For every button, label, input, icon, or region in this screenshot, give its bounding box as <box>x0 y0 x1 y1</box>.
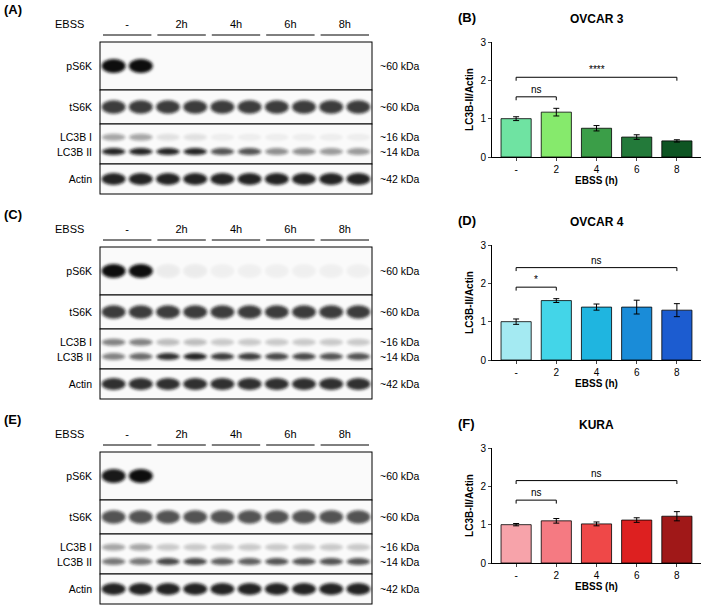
svg-text:~16 kDa: ~16 kDa <box>380 336 420 348</box>
svg-text:4: 4 <box>594 164 600 175</box>
svg-text:ns: ns <box>591 468 602 479</box>
svg-text:EBSS: EBSS <box>55 18 84 30</box>
svg-text:*: * <box>534 274 538 285</box>
svg-text:Actin: Actin <box>69 173 93 185</box>
svg-text:EBSS (h): EBSS (h) <box>575 378 618 389</box>
svg-text:6: 6 <box>634 164 640 175</box>
svg-text:-: - <box>125 18 129 30</box>
svg-text:0: 0 <box>480 355 486 366</box>
svg-text:6: 6 <box>634 570 640 581</box>
svg-text:ns: ns <box>591 255 602 266</box>
svg-text:2: 2 <box>554 164 560 175</box>
svg-text:~14 kDa: ~14 kDa <box>380 146 420 158</box>
svg-text:2h: 2h <box>175 428 187 440</box>
svg-text:-: - <box>514 570 517 581</box>
svg-text:tS6K: tS6K <box>69 306 92 318</box>
svg-text:8h: 8h <box>339 223 351 235</box>
svg-text:4h: 4h <box>230 223 242 235</box>
svg-text:LC3B-II/Actin: LC3B-II/Actin <box>464 271 475 334</box>
svg-text:Actin: Actin <box>69 583 93 595</box>
svg-text:(B): (B) <box>458 10 476 25</box>
svg-text:2: 2 <box>554 570 560 581</box>
svg-text:KURA: KURA <box>579 418 614 432</box>
svg-text:tS6K: tS6K <box>69 511 92 523</box>
svg-text:8h: 8h <box>339 428 351 440</box>
svg-text:~42 kDa: ~42 kDa <box>380 173 420 185</box>
svg-text:ns: ns <box>531 487 542 498</box>
svg-text:~60 kDa: ~60 kDa <box>380 511 420 523</box>
svg-text:pS6K: pS6K <box>66 60 92 72</box>
svg-text:ns: ns <box>531 84 542 95</box>
svg-text:(C): (C) <box>4 207 22 222</box>
svg-text:LC3B I: LC3B I <box>60 131 92 143</box>
svg-text:EBSS: EBSS <box>55 223 84 235</box>
svg-text:LC3B-II/Actin: LC3B-II/Actin <box>464 474 475 537</box>
svg-text:6h: 6h <box>284 18 296 30</box>
svg-text:4: 4 <box>594 367 600 378</box>
svg-text:(E): (E) <box>4 412 21 427</box>
svg-text:1: 1 <box>480 113 486 124</box>
svg-text:~60 kDa: ~60 kDa <box>380 470 420 482</box>
svg-text:Actin: Actin <box>69 378 93 390</box>
svg-text:(F): (F) <box>458 416 475 431</box>
svg-text:~14 kDa: ~14 kDa <box>380 351 420 363</box>
svg-text:~42 kDa: ~42 kDa <box>380 583 420 595</box>
svg-text:(D): (D) <box>458 213 476 228</box>
svg-text:2h: 2h <box>175 18 187 30</box>
svg-text:3: 3 <box>480 443 486 454</box>
svg-text:~60 kDa: ~60 kDa <box>380 306 420 318</box>
svg-text:2: 2 <box>480 75 486 86</box>
svg-text:6h: 6h <box>284 223 296 235</box>
svg-text:3: 3 <box>480 37 486 48</box>
svg-text:2h: 2h <box>175 223 187 235</box>
svg-text:tS6K: tS6K <box>69 101 92 113</box>
svg-text:****: **** <box>589 64 605 75</box>
svg-text:2: 2 <box>554 367 560 378</box>
svg-text:~60 kDa: ~60 kDa <box>380 265 420 277</box>
svg-text:LC3B I: LC3B I <box>60 541 92 553</box>
svg-text:-: - <box>514 164 517 175</box>
svg-text:6h: 6h <box>284 428 296 440</box>
svg-text:-: - <box>125 223 129 235</box>
svg-text:8: 8 <box>674 164 680 175</box>
svg-text:LC3B I: LC3B I <box>60 336 92 348</box>
svg-text:LC3B II: LC3B II <box>57 146 92 158</box>
svg-text:pS6K: pS6K <box>66 470 92 482</box>
svg-text:~60 kDa: ~60 kDa <box>380 101 420 113</box>
svg-text:EBSS (h): EBSS (h) <box>575 581 618 592</box>
svg-text:~60 kDa: ~60 kDa <box>380 60 420 72</box>
svg-text:3: 3 <box>480 240 486 251</box>
svg-text:~42 kDa: ~42 kDa <box>380 378 420 390</box>
svg-text:-: - <box>125 428 129 440</box>
svg-text:LC3B II: LC3B II <box>57 556 92 568</box>
svg-text:LC3B-II/Actin: LC3B-II/Actin <box>464 68 475 131</box>
svg-text:~16 kDa: ~16 kDa <box>380 541 420 553</box>
svg-text:pS6K: pS6K <box>66 265 92 277</box>
svg-text:2: 2 <box>480 481 486 492</box>
svg-text:~16 kDa: ~16 kDa <box>380 131 420 143</box>
svg-text:8: 8 <box>674 570 680 581</box>
svg-text:2: 2 <box>480 278 486 289</box>
svg-text:1: 1 <box>480 519 486 530</box>
svg-text:EBSS (h): EBSS (h) <box>575 175 618 186</box>
svg-text:8: 8 <box>674 367 680 378</box>
svg-text:~14 kDa: ~14 kDa <box>380 556 420 568</box>
svg-text:0: 0 <box>480 558 486 569</box>
svg-text:LC3B II: LC3B II <box>57 351 92 363</box>
svg-text:8h: 8h <box>339 18 351 30</box>
svg-text:4: 4 <box>594 570 600 581</box>
svg-text:4h: 4h <box>230 428 242 440</box>
svg-text:(A): (A) <box>4 2 22 17</box>
svg-text:EBSS: EBSS <box>55 428 84 440</box>
svg-text:6: 6 <box>634 367 640 378</box>
svg-text:0: 0 <box>480 152 486 163</box>
svg-text:4h: 4h <box>230 18 242 30</box>
svg-text:1: 1 <box>480 316 486 327</box>
svg-text:-: - <box>514 367 517 378</box>
svg-text:OVCAR 3: OVCAR 3 <box>570 12 624 26</box>
svg-text:OVCAR 4: OVCAR 4 <box>570 215 624 229</box>
